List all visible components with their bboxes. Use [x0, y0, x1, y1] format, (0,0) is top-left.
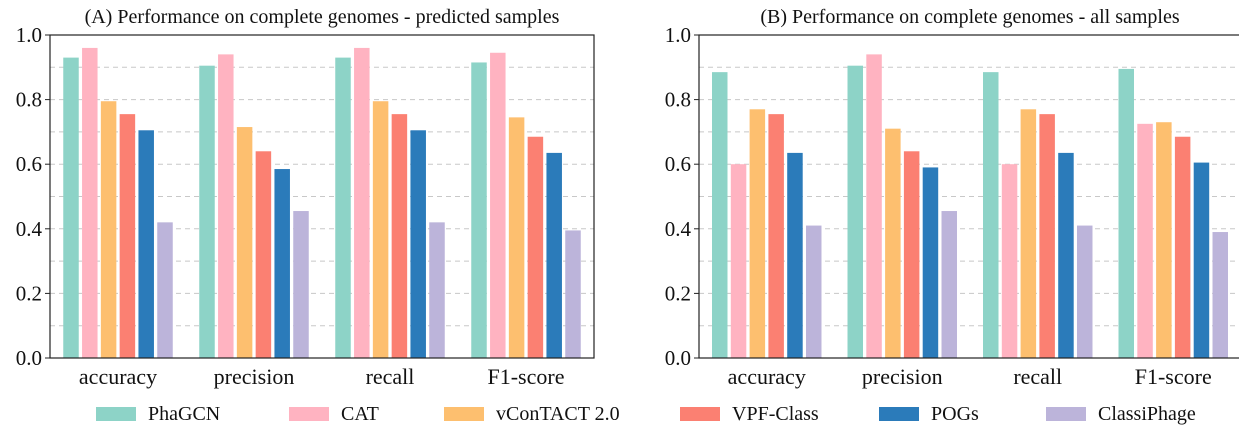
x-tick-label-a: F1-score — [488, 364, 565, 389]
y-tick-label-b: 0.0 — [665, 346, 691, 370]
bar-a-cat-recall — [354, 47, 370, 359]
y-tick-label-b: 0.6 — [665, 152, 691, 176]
bar-a-cat-f1-score — [490, 52, 506, 358]
y-tick-label-a: 0.6 — [16, 152, 42, 176]
chart-canvas: (A) Performance on complete genomes - pr… — [16, 6, 1239, 389]
bar-b-vpf-class-accuracy — [768, 114, 784, 358]
bar-a-classiphage-precision — [293, 211, 309, 358]
bar-b-classiphage-recall — [1077, 225, 1093, 358]
bar-b-vpf-class-recall — [1039, 114, 1055, 358]
bar-b-vcontact-2-0-precision — [885, 128, 901, 358]
bar-b-vcontact-2-0-recall — [1020, 109, 1037, 358]
x-tick-label-b: precision — [862, 364, 943, 389]
bar-a-cat-accuracy — [82, 47, 98, 359]
bar-b-vcontact-2-0-accuracy — [749, 109, 766, 358]
plot-frame-b — [698, 34, 1239, 359]
bar-b-classiphage-accuracy — [806, 225, 822, 358]
legend-swatch-phagcn — [96, 407, 136, 421]
bar-b-cat-precision — [866, 54, 882, 358]
x-tick-label-a: precision — [214, 364, 295, 389]
plot-frame-a — [49, 34, 595, 359]
legend-label-pogs: POGs — [931, 402, 979, 425]
y-tick-label-b: 0.4 — [665, 217, 692, 241]
bar-b-cat-f1-score — [1137, 123, 1153, 358]
bar-a-vcontact-2-0-f1-score — [508, 117, 525, 359]
legend: PhaGCN CAT vConTACT 2.0 VPF-Class POGs C… — [0, 398, 1239, 430]
x-tick-label-a: recall — [366, 364, 415, 389]
bar-b-classiphage-precision — [941, 211, 957, 358]
bar-b-vcontact-2-0-f1-score — [1156, 122, 1172, 359]
bar-b-phagcn-f1-score — [1118, 68, 1134, 358]
bar-b-pogs-precision — [922, 167, 939, 358]
bar-a-pogs-precision — [274, 169, 290, 358]
bar-b-phagcn-precision — [847, 65, 863, 358]
legend-item-classiphage: ClassiPhage — [1046, 402, 1196, 426]
chart-title-b: (B) Performance on complete genomes - al… — [760, 6, 1180, 28]
bar-a-cat-precision — [218, 54, 234, 358]
bar-a-phagcn-precision — [199, 65, 215, 358]
bar-b-pogs-recall — [1058, 152, 1074, 358]
legend-swatch-pogs — [879, 407, 919, 421]
x-tick-label-b: recall — [1013, 364, 1062, 389]
legend-label-cat: CAT — [341, 402, 379, 425]
x-tick-label-b: accuracy — [728, 364, 806, 389]
y-tick-label-a: 0.2 — [16, 281, 42, 305]
legend-item-pogs: POGs — [879, 402, 979, 426]
bar-a-vpf-class-precision — [255, 151, 272, 358]
legend-swatch-classiphage — [1046, 407, 1086, 421]
bar-a-pogs-accuracy — [138, 130, 154, 358]
bar-a-vcontact-2-0-recall — [372, 101, 389, 358]
bar-b-phagcn-recall — [983, 72, 999, 359]
legend-swatch-vcontact — [444, 407, 484, 421]
bar-b-phagcn-accuracy — [712, 72, 728, 359]
bar-a-vpf-class-recall — [391, 114, 408, 358]
legend-item-cat: CAT — [289, 402, 379, 426]
bar-b-pogs-accuracy — [787, 152, 803, 358]
bar-a-vcontact-2-0-precision — [236, 127, 253, 359]
y-tick-label-a: 1.0 — [16, 23, 42, 47]
bar-b-cat-accuracy — [730, 164, 747, 358]
chart-title-a: (A) Performance on complete genomes - pr… — [85, 6, 560, 28]
legend-item-vpf-class: VPF-Class — [680, 402, 819, 426]
legend-item-vcontact: vConTACT 2.0 — [444, 402, 620, 426]
y-tick-label-a: 0.4 — [16, 217, 43, 241]
bar-b-classiphage-f1-score — [1212, 232, 1228, 358]
bar-b-cat-recall — [1001, 164, 1018, 358]
bar-a-classiphage-recall — [429, 222, 445, 358]
bar-b-vpf-class-f1-score — [1174, 136, 1191, 358]
bar-a-phagcn-recall — [335, 57, 351, 359]
legend-label-phagcn: PhaGCN — [148, 402, 221, 425]
y-tick-label-a: 0.0 — [16, 346, 42, 370]
legend-swatch-cat — [289, 407, 329, 421]
bar-a-pogs-recall — [410, 130, 426, 358]
legend-label-vcontact: vConTACT 2.0 — [496, 402, 620, 425]
bar-a-phagcn-f1-score — [471, 62, 487, 359]
y-tick-label-b: 0.8 — [665, 88, 691, 112]
legend-label-classiphage: ClassiPhage — [1098, 402, 1196, 425]
y-tick-label-b: 0.2 — [665, 281, 691, 305]
bar-a-pogs-f1-score — [546, 152, 562, 358]
y-tick-label-b: 1.0 — [665, 23, 691, 47]
bar-b-pogs-f1-score — [1193, 162, 1210, 358]
legend-item-phagcn: PhaGCN — [96, 402, 220, 426]
x-tick-label-a: accuracy — [79, 364, 157, 389]
x-tick-label-b: F1-score — [1135, 364, 1212, 389]
bar-a-classiphage-f1-score — [565, 230, 581, 358]
bar-a-phagcn-accuracy — [63, 57, 79, 359]
bar-b-vpf-class-precision — [903, 151, 920, 358]
legend-swatch-vpf-class — [680, 407, 720, 421]
bar-a-vcontact-2-0-accuracy — [100, 101, 117, 358]
bar-a-vpf-class-accuracy — [119, 114, 136, 358]
bar-a-classiphage-accuracy — [157, 222, 173, 358]
bar-a-vpf-class-f1-score — [527, 136, 544, 358]
y-tick-label-a: 0.8 — [16, 88, 42, 112]
legend-label-vpf-class: VPF-Class — [732, 402, 819, 425]
